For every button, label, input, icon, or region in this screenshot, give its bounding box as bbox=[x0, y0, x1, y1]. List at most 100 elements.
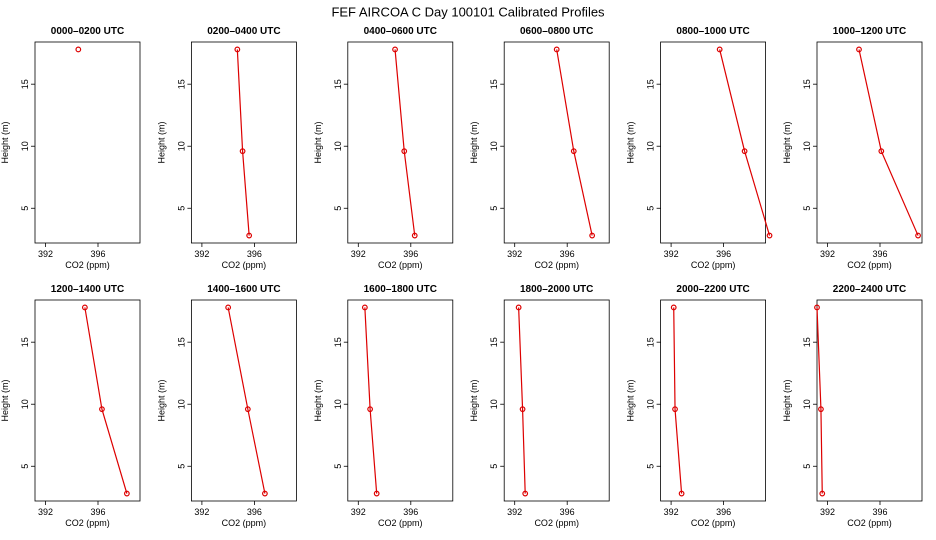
profile-point bbox=[915, 232, 921, 239]
y-tick-label: 5 bbox=[20, 206, 30, 211]
y-axis-label: Height (m) bbox=[0, 121, 10, 163]
profile-point bbox=[672, 406, 678, 413]
x-axis-label: CO2 (ppm) bbox=[847, 518, 892, 528]
x-tick-label: 392 bbox=[507, 249, 522, 259]
x-axis-label: CO2 (ppm) bbox=[65, 518, 110, 528]
x-axis-label: CO2 (ppm) bbox=[222, 260, 267, 270]
y-axis-label: Height (m) bbox=[469, 379, 479, 421]
profile-point bbox=[766, 232, 773, 239]
page-title: FEF AIRCOA C Day 100101 Calibrated Profi… bbox=[331, 4, 605, 19]
profile-point bbox=[239, 148, 246, 155]
x-tick-label: 392 bbox=[38, 249, 53, 259]
y-axis-label: Height (m) bbox=[313, 379, 323, 421]
profile-point bbox=[814, 304, 820, 311]
x-tick-label: 396 bbox=[247, 249, 262, 259]
profile-line bbox=[236, 49, 250, 236]
panel-title: 0400–0600 UTC bbox=[364, 26, 437, 37]
plot-box bbox=[660, 41, 766, 244]
y-axis-label: Height (m) bbox=[156, 121, 166, 163]
y-tick-label: 10 bbox=[20, 399, 30, 409]
x-tick-label: 396 bbox=[90, 249, 105, 259]
y-tick-label: 15 bbox=[646, 337, 656, 347]
profile-point bbox=[570, 148, 577, 155]
profile-point bbox=[373, 490, 380, 497]
y-tick-label: 15 bbox=[20, 337, 30, 347]
profile-point bbox=[246, 232, 253, 239]
y-axis-label: Height (m) bbox=[782, 379, 792, 421]
x-tick-label: 392 bbox=[820, 507, 835, 517]
plot-box bbox=[660, 299, 766, 502]
profile-line bbox=[719, 49, 771, 236]
profile-point bbox=[244, 406, 251, 413]
x-tick-label: 396 bbox=[872, 507, 887, 517]
plot-box bbox=[190, 299, 297, 502]
y-tick-label: 15 bbox=[333, 337, 343, 347]
x-axis-label: CO2 (ppm) bbox=[691, 260, 736, 270]
profile-line bbox=[394, 49, 416, 236]
x-tick-label: 392 bbox=[664, 507, 679, 517]
y-tick-label: 10 bbox=[489, 141, 499, 151]
y-tick-label: 5 bbox=[802, 464, 812, 469]
y-tick-label: 15 bbox=[489, 79, 499, 89]
panel-title: 0800–1000 UTC bbox=[676, 26, 749, 37]
panel-title: 1800–2000 UTC bbox=[520, 284, 593, 295]
panel-title: 2000–2200 UTC bbox=[676, 284, 749, 295]
profile-point bbox=[519, 406, 526, 413]
panel-title: 0200–0400 UTC bbox=[207, 26, 280, 37]
y-tick-label: 5 bbox=[20, 464, 30, 469]
plot-box bbox=[816, 41, 923, 244]
y-tick-label: 10 bbox=[489, 399, 499, 409]
profile-point bbox=[819, 490, 826, 497]
profile-point bbox=[411, 232, 418, 239]
plot-box bbox=[190, 41, 297, 244]
profile-point bbox=[99, 406, 105, 413]
profile-point bbox=[678, 490, 685, 497]
plot-box bbox=[816, 299, 923, 502]
profile-point bbox=[367, 406, 374, 413]
profile-line bbox=[227, 307, 266, 494]
plot-box bbox=[347, 299, 454, 502]
x-tick-label: 392 bbox=[351, 249, 366, 259]
x-tick-label: 396 bbox=[716, 507, 731, 517]
x-axis-label: CO2 (ppm) bbox=[65, 260, 110, 270]
panel-title: 2200–2400 UTC bbox=[833, 284, 906, 295]
y-tick-label: 10 bbox=[802, 141, 812, 151]
plot-box bbox=[347, 41, 454, 244]
profile-point bbox=[75, 46, 82, 53]
x-tick-label: 396 bbox=[716, 249, 731, 259]
x-tick-label: 396 bbox=[560, 507, 575, 517]
x-tick-label: 396 bbox=[247, 507, 262, 517]
x-tick-label: 392 bbox=[820, 249, 835, 259]
x-axis-label: CO2 (ppm) bbox=[691, 518, 736, 528]
x-tick-label: 392 bbox=[194, 249, 209, 259]
y-tick-label: 10 bbox=[176, 399, 186, 409]
y-tick-label: 15 bbox=[20, 79, 30, 89]
profile-point bbox=[123, 490, 130, 497]
profile-point bbox=[262, 490, 268, 497]
plot-box bbox=[34, 299, 141, 502]
x-axis-label: CO2 (ppm) bbox=[534, 260, 579, 270]
profile-point bbox=[401, 148, 408, 155]
profile-point bbox=[234, 46, 241, 53]
y-tick-label: 5 bbox=[176, 464, 186, 469]
profile-point bbox=[225, 304, 232, 311]
y-axis-label: Height (m) bbox=[0, 379, 10, 421]
profile-point bbox=[856, 46, 862, 53]
x-axis-label: CO2 (ppm) bbox=[378, 518, 423, 528]
profile-point bbox=[522, 490, 529, 497]
y-tick-label: 10 bbox=[333, 141, 343, 151]
x-tick-label: 396 bbox=[872, 249, 887, 259]
y-tick-label: 5 bbox=[802, 206, 812, 211]
panel-title: 1200–1400 UTC bbox=[51, 284, 124, 295]
profile-line bbox=[364, 307, 378, 494]
y-tick-label: 5 bbox=[489, 206, 499, 211]
y-tick-label: 15 bbox=[333, 79, 343, 89]
y-tick-label: 5 bbox=[333, 464, 343, 469]
y-axis-label: Height (m) bbox=[156, 379, 166, 421]
y-tick-label: 5 bbox=[333, 206, 343, 211]
y-tick-label: 15 bbox=[176, 337, 186, 347]
y-axis-label: Height (m) bbox=[313, 121, 323, 163]
y-tick-label: 10 bbox=[176, 141, 186, 151]
x-tick-label: 396 bbox=[560, 249, 575, 259]
